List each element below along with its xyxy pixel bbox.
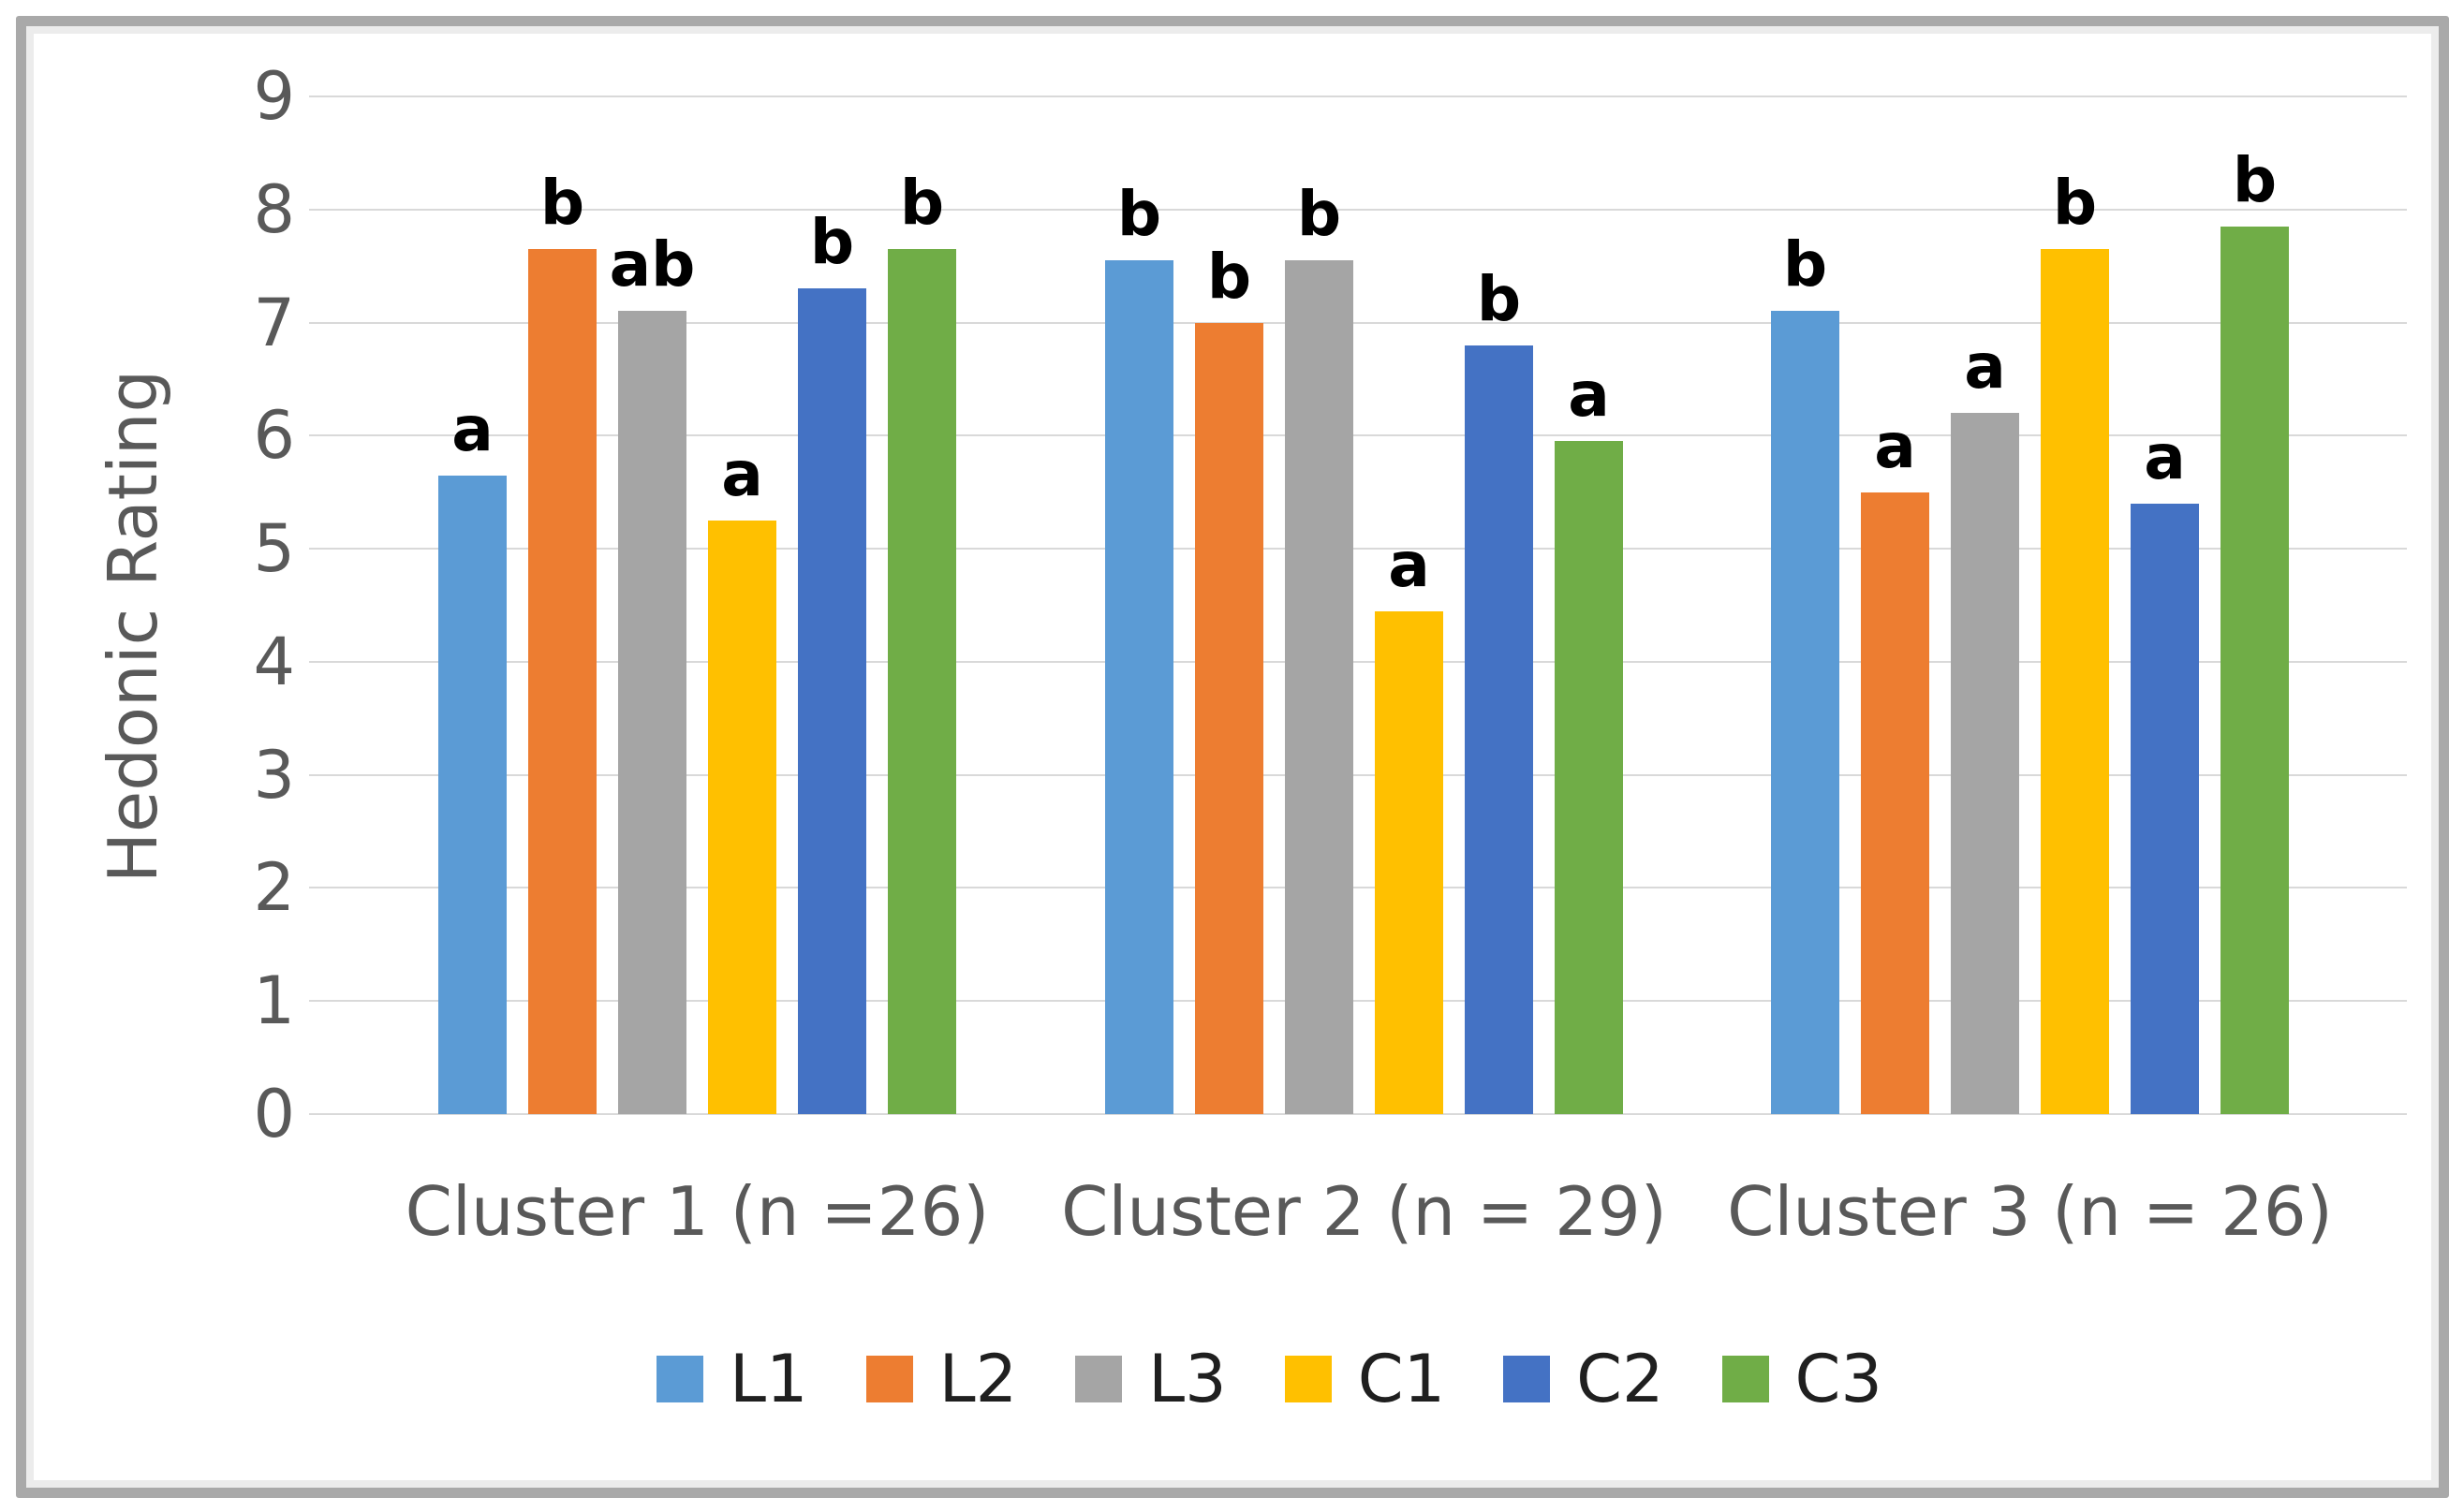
legend-label-c1: C1 [1357,1341,1446,1417]
legend-item-l1: L1 [657,1346,808,1412]
legend-label-c3: C3 [1794,1341,1882,1417]
y-tick-label: 6 [253,397,295,475]
significance-letter: b [2232,144,2278,216]
significance-letter: b [1782,228,1828,301]
significance-letter: b [1206,241,1252,313]
significance-letter: b [1476,263,1522,335]
significance-letter: a [1874,410,1916,482]
y-tick-label: 5 [253,510,295,588]
legend-swatch-l1 [657,1356,704,1402]
bar-c2-cluster1 [798,288,866,1114]
significance-letter: a [2144,421,2186,493]
significance-letter: b [1116,178,1162,250]
gridline [309,660,2407,663]
bar-l1-cluster2 [1105,260,1173,1114]
y-tick-label: 9 [253,58,295,135]
bar-l3-cluster3 [1951,413,2019,1114]
gridline [309,434,2407,437]
plot-area: a b ab a b b b b b a b a b a a b a b [309,95,2407,1115]
significance-letter: b [2052,167,2098,239]
significance-letter: b [899,167,945,239]
legend-label-l3: L3 [1148,1341,1227,1417]
significance-letter: b [1296,178,1342,250]
x-axis-label-cluster3: Cluster 3 (n = 26) [1727,1172,2333,1251]
y-tick-label: 8 [253,170,295,248]
bar-c2-cluster2 [1465,345,1533,1114]
legend-swatch-c1 [1284,1356,1332,1402]
legend-item-l2: L2 [865,1341,1018,1417]
y-tick-label: 0 [253,1076,295,1152]
legend-swatch-c3 [1721,1356,1769,1402]
gridline [309,321,2407,324]
legend-swatch-l2 [865,1356,913,1402]
legend-label-l2: L2 [938,1341,1018,1417]
bar-l1-cluster3 [1771,311,1839,1114]
bar-l2-cluster1 [528,249,597,1114]
legend: L1 L2 L3 C1 C2 C3 [0,1346,2464,1412]
bar-c3-cluster1 [888,249,956,1114]
bar-l3-cluster2 [1285,260,1353,1114]
significance-letter: a [1388,529,1430,601]
bar-c2-cluster3 [2131,504,2199,1114]
gridline [309,95,2407,97]
legend-label-c2: C2 [1576,1341,1664,1417]
gridline [309,887,2407,889]
bar-c1-cluster2 [1375,611,1443,1114]
gridline [309,773,2407,776]
legend-item-l3: L3 [1075,1346,1227,1412]
gridline [309,208,2407,211]
bar-c1-cluster3 [2041,249,2109,1114]
legend-swatch-l3 [1075,1356,1123,1402]
legend-item-c1: C1 [1284,1341,1446,1417]
gridline [309,1113,2407,1115]
legend-swatch-c2 [1503,1356,1551,1402]
y-tick-label: 1 [253,962,295,1040]
legend-item-c2: C2 [1503,1341,1664,1417]
image-border [16,16,2449,1498]
y-tick-label: 7 [253,284,295,361]
bar-c3-cluster3 [2221,227,2289,1114]
bar-l2-cluster3 [1861,492,1929,1114]
bar-l1-cluster1 [438,476,507,1114]
legend-label-l1: L1 [730,1341,808,1417]
significance-letter: b [809,206,855,278]
x-axis-label-cluster2: Cluster 2 (n = 29) [1061,1172,1667,1251]
y-tick-label: 3 [253,736,295,814]
gridline [309,1000,2407,1003]
significance-letter: a [1964,330,2006,403]
significance-letter: a [1568,359,1610,431]
significance-letter: ab [609,228,696,301]
significance-letter: b [539,167,585,239]
significance-letter: a [721,438,763,510]
bar-l2-cluster2 [1195,323,1263,1114]
bar-c1-cluster1 [708,521,776,1114]
gridline [309,548,2407,550]
legend-item-c3: C3 [1721,1341,1882,1417]
x-axis-label-cluster1: Cluster 1 (n =26) [405,1172,990,1251]
significance-letter: a [451,393,494,465]
y-tick-label: 2 [253,849,295,927]
bar-l3-cluster1 [618,311,686,1114]
bar-c3-cluster2 [1555,441,1623,1114]
y-tick-label: 4 [253,623,295,700]
